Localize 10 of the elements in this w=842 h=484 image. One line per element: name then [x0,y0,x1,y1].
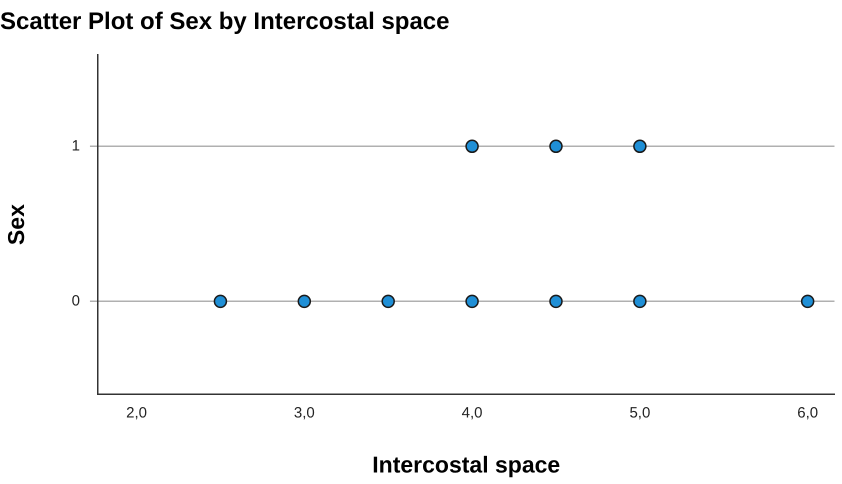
y-tick-label: 1 [72,137,80,154]
x-tick-label: 6,0 [797,404,818,422]
x-tick-label: 4,0 [462,404,483,422]
x-tick-label: 5,0 [629,404,650,422]
x-tick-label: 3,0 [294,404,315,422]
x-axis-title: Intercostal space [372,452,560,478]
chart-title: Scatter Plot of Sex by Intercostal space [0,8,450,36]
y-tick-label: 0 [72,292,80,310]
x-tick-label: 2,0 [126,404,147,422]
y-axis-title: Sex [3,204,30,246]
